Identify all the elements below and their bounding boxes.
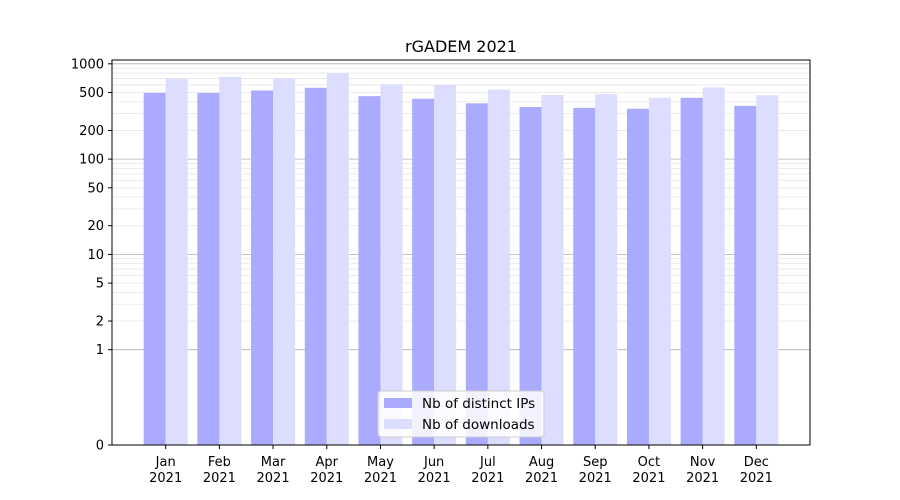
- legend-swatch: [384, 419, 412, 429]
- y-tick-label: 20: [87, 219, 104, 234]
- bar-distinct-ips: [197, 92, 220, 445]
- bar-downloads: [702, 87, 725, 446]
- x-tick-label: Sep 2021: [579, 455, 612, 486]
- bar-distinct-ips: [465, 103, 488, 445]
- y-axis: 0 1 2 5 10 20 50 100 200 500 1000: [71, 57, 112, 454]
- x-tick-label: Mar 2021: [257, 455, 290, 486]
- bar-distinct-ips: [251, 90, 274, 446]
- bar-downloads: [326, 73, 349, 446]
- legend-label: Nb of downloads: [422, 417, 535, 433]
- x-tick-label: Feb 2021: [203, 455, 236, 486]
- bar-distinct-ips: [519, 107, 542, 445]
- x-tick-label: Aug 2021: [525, 455, 558, 486]
- bar-downloads: [487, 89, 510, 445]
- x-tick-label: Oct 2021: [632, 455, 665, 486]
- y-tick-label: 1: [96, 343, 104, 358]
- bar-downloads: [756, 95, 779, 445]
- x-tick-label: May 2021: [364, 455, 397, 486]
- y-tick-label: 50: [87, 181, 104, 196]
- bar-downloads: [648, 97, 671, 445]
- x-tick-label: Jul 2021: [471, 455, 504, 486]
- legend-label: Nb of distinct IPs: [422, 396, 535, 412]
- bar-distinct-ips: [143, 92, 166, 445]
- chart-title: rGADEM 2021: [405, 37, 517, 56]
- legend-swatch: [384, 398, 412, 408]
- x-tick-label: Nov 2021: [686, 455, 719, 486]
- x-tick-label: Dec 2021: [740, 455, 773, 486]
- legend-box: [377, 390, 545, 438]
- y-tick-label: 200: [79, 124, 104, 139]
- bar-distinct-ips: [626, 108, 649, 446]
- bar-distinct-ips: [573, 107, 596, 445]
- bar-distinct-ips: [734, 105, 757, 445]
- bar-distinct-ips: [358, 96, 381, 445]
- bar-downloads: [541, 94, 564, 445]
- x-tick-label: Jun 2021: [418, 455, 451, 486]
- x-axis: Jan 2021 Feb 2021 Mar 2021 Apr 2021 May 2021 Jun 20…: [149, 445, 773, 486]
- y-tick-label: 100: [79, 153, 104, 168]
- y-tick-label: 1000: [71, 57, 104, 72]
- bars: [143, 73, 779, 446]
- bar-downloads: [380, 84, 403, 445]
- bar-distinct-ips: [412, 98, 435, 446]
- bar-downloads: [595, 94, 618, 445]
- y-tick-label: 500: [79, 86, 104, 101]
- y-tick-label: 5: [96, 277, 104, 292]
- legend: Nb of distinct IPs Nb of downloads: [377, 390, 545, 438]
- bar-distinct-ips: [680, 97, 703, 445]
- bar-downloads: [434, 84, 457, 446]
- bar-distinct-ips: [304, 87, 327, 446]
- x-tick-label: Apr 2021: [310, 455, 343, 486]
- bar-downloads: [273, 78, 296, 446]
- y-tick-label: 10: [87, 248, 104, 263]
- x-tick-label: Jan 2021: [149, 455, 182, 486]
- plot-area-frame: [111, 59, 811, 446]
- y-tick-label: 2: [96, 315, 104, 330]
- y-tick-label: 0: [96, 439, 104, 454]
- bar-downloads: [165, 78, 188, 445]
- bar-downloads: [219, 76, 242, 446]
